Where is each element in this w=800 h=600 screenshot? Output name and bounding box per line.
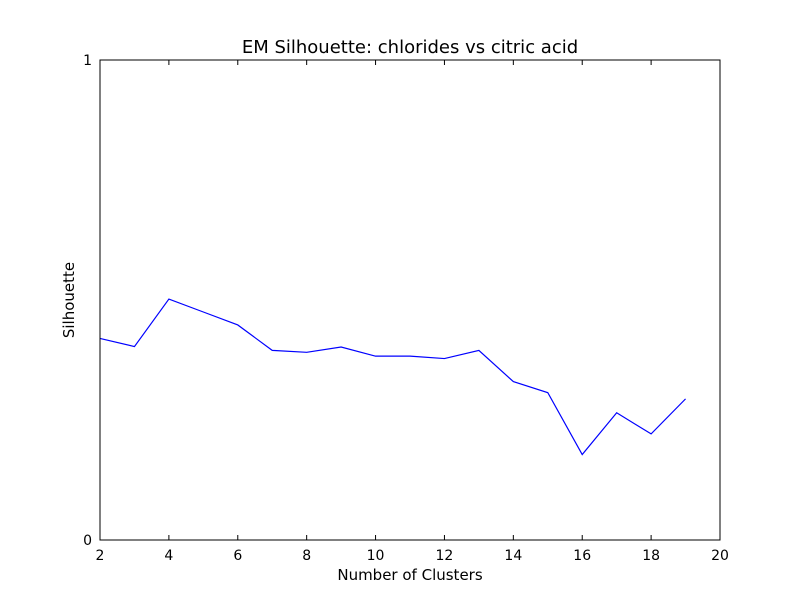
plot-frame <box>99 59 721 541</box>
x-tick-label: 8 <box>302 548 311 564</box>
chart-title: EM Silhouette: chlorides vs citric acid <box>242 37 578 58</box>
x-tick-label: 16 <box>573 548 591 564</box>
x-tick-label: 10 <box>367 548 385 564</box>
y-tick-label: 1 <box>83 53 92 69</box>
x-tick-label: 14 <box>504 548 522 564</box>
x-tick-label: 12 <box>436 548 454 564</box>
y-axis: 01 <box>83 53 720 549</box>
x-axis-label: Number of Clusters <box>337 566 482 584</box>
y-axis-label: Silhouette <box>60 262 78 338</box>
x-tick-label: 6 <box>233 548 242 564</box>
x-tick-label: 18 <box>642 548 660 564</box>
series-line-0 <box>99 298 686 456</box>
plot-area <box>99 59 721 541</box>
x-tick-label: 20 <box>711 548 729 564</box>
x-axis: 2 4 6 8 10 12 14 16 18 20 <box>96 60 729 564</box>
x-tick-label: 2 <box>96 548 105 564</box>
x-tick-label: 4 <box>164 548 173 564</box>
y-tick-label: 0 <box>83 533 92 549</box>
